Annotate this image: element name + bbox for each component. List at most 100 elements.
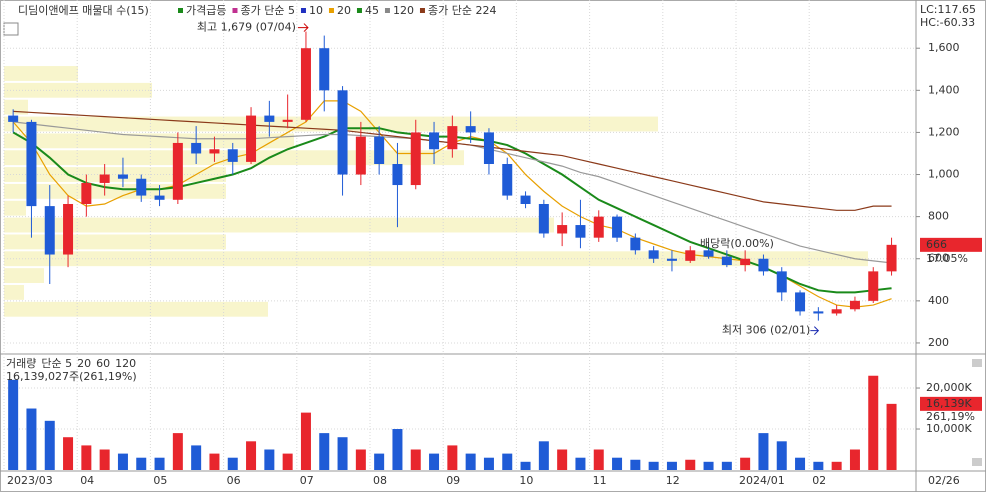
candle-body	[63, 204, 74, 255]
candle-body	[612, 216, 623, 238]
price-profile-bar	[4, 301, 268, 317]
volume-bar	[520, 461, 531, 470]
x-tick-label: 02	[812, 474, 826, 487]
volume-bar	[154, 457, 165, 470]
volume-bar	[319, 433, 330, 470]
legend-label: 가격급등	[186, 4, 226, 17]
candle-body	[246, 115, 257, 162]
last-change-label: 17.05%	[926, 252, 968, 265]
volume-bar	[849, 449, 860, 470]
y-tick-label: 1,000	[928, 168, 960, 181]
volume-bar	[483, 457, 494, 470]
volume-bar	[355, 449, 366, 470]
legend-label: 거래량	[6, 357, 36, 370]
volume-bar	[630, 459, 641, 470]
price-profile-bar	[4, 234, 226, 250]
annotation-arrow	[297, 23, 309, 32]
y-tick-label: 400	[928, 294, 949, 307]
x-tick-label: 11	[593, 474, 607, 487]
x-tick-label: 2023/03	[7, 474, 53, 487]
candle-body	[685, 250, 696, 261]
candle-body	[447, 126, 458, 150]
volume-bar	[191, 445, 202, 470]
x-end-label: 02/26	[928, 474, 960, 487]
volume-bar	[465, 453, 476, 470]
x-tick-label: 09	[446, 474, 460, 487]
x-tick-label: 05	[153, 474, 167, 487]
candle-body	[721, 256, 732, 266]
legend-swatch	[328, 8, 334, 13]
y-tick-label: 10,000K	[926, 422, 972, 435]
chart-title: 디딤이앤에프 매물대 수(15)	[18, 4, 149, 17]
x-tick-label: 2024/01	[739, 474, 785, 487]
candle-body	[191, 142, 202, 154]
volume-bar	[282, 453, 293, 470]
volume-bar	[81, 445, 92, 470]
last-ratio-label: 261,19%	[926, 410, 975, 423]
candle-body	[520, 195, 531, 204]
volume-bar	[26, 408, 37, 470]
candle-body	[81, 182, 92, 204]
panel-button[interactable]	[972, 359, 982, 367]
volume-bar	[758, 433, 769, 470]
panel-button[interactable]	[972, 458, 982, 466]
price-profile-bar	[4, 66, 78, 81]
volume-bar	[538, 441, 549, 470]
candle-body	[282, 119, 293, 122]
y-tick-label: 20,000K	[926, 381, 972, 394]
corner-text: LC:117.65	[920, 3, 976, 16]
volume-bar	[593, 449, 604, 470]
candle-body	[538, 204, 549, 234]
legend-label: 20	[77, 357, 91, 370]
candle-body	[44, 206, 55, 255]
price-profile-bar	[4, 268, 44, 283]
candle-body	[849, 300, 860, 310]
candle-body	[117, 174, 128, 179]
legend-label: 종가 단순 224	[428, 4, 496, 17]
y-tick-label: 1,600	[928, 41, 960, 54]
candle-body	[429, 132, 440, 150]
legend-label: 45	[365, 4, 379, 17]
candle-body	[813, 311, 824, 314]
price-profile-bar	[4, 217, 554, 233]
volume-bar	[410, 449, 421, 470]
last-volume-box	[920, 396, 982, 411]
candle-body	[355, 136, 366, 175]
last-price-label: 666	[926, 238, 947, 251]
volume-bar	[612, 457, 623, 470]
legend-swatch	[232, 8, 238, 13]
legend-swatch	[356, 8, 362, 13]
annotation: 최고 1,679 (07/04)	[197, 21, 296, 34]
volume-bar	[740, 457, 751, 470]
volume-bar	[227, 457, 238, 470]
annotation: 배당락(0.00%)	[700, 237, 774, 250]
candle-body	[26, 121, 37, 207]
x-tick-label: 06	[227, 474, 241, 487]
volume-bar	[172, 433, 183, 470]
volume-bar	[502, 453, 513, 470]
settings-box[interactable]	[3, 22, 19, 36]
legend-swatch	[300, 8, 306, 13]
y-tick-label: 1,400	[928, 83, 960, 96]
candle-body	[758, 258, 769, 272]
x-tick-label: 10	[519, 474, 533, 487]
volume-bar	[300, 412, 311, 470]
candle-body	[557, 225, 568, 234]
price-profile-bar	[4, 200, 26, 216]
corner-text: HC:-60.33	[920, 16, 975, 29]
price-profile-bar	[4, 183, 226, 199]
volume-bar	[703, 461, 714, 470]
candle-body	[99, 174, 110, 183]
annotation-arrow	[810, 326, 820, 335]
price-profile-bar	[4, 82, 152, 98]
volume-bar	[886, 403, 897, 470]
volume-bar	[831, 461, 842, 470]
legend-label: 종가 단순 5	[240, 4, 294, 17]
volume-bar	[246, 441, 257, 470]
legend-label: 단순 5	[41, 357, 72, 370]
volume-bar	[136, 457, 147, 470]
x-tick-label: 04	[80, 474, 94, 487]
volume-bar	[429, 453, 440, 470]
candle-body	[502, 164, 513, 196]
